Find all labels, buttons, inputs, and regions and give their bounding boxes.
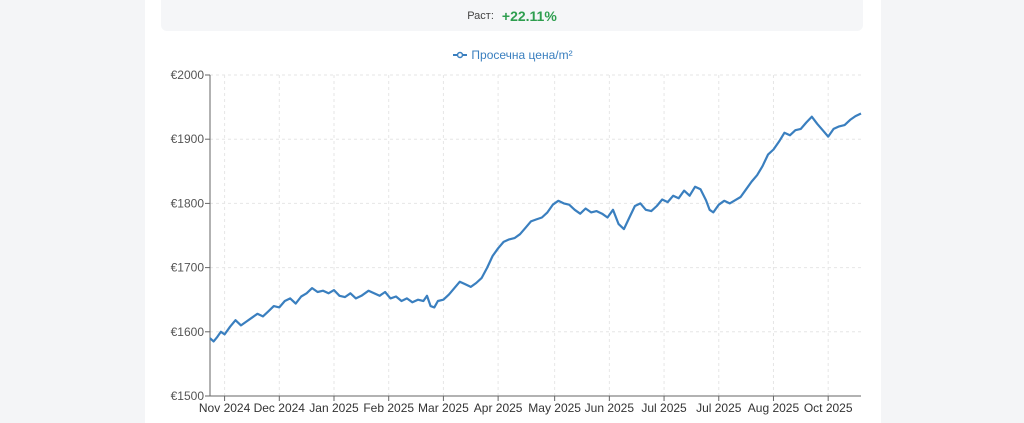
chart-legend[interactable]: Просечна цена/m² [145,48,881,62]
x-tick-label: May 2025 [528,401,581,415]
y-tick-label: €1900 [171,132,205,146]
x-tick-label: Dec 2024 [254,401,306,415]
x-tick-label: Aug 2025 [748,401,800,415]
legend-label: Просечна цена/m² [471,48,573,62]
growth-stat: Раст: +22.11% [161,0,863,31]
y-tick-label: €1600 [171,325,205,339]
legend-line-marker-icon [453,51,468,59]
x-tick-label: Apr 2025 [474,401,523,415]
y-tick-label: €1800 [171,196,205,210]
chart-card: Раст: +22.11% Просечна цена/m² €2000 €190… [145,0,881,423]
x-tick-label: Jan 2025 [309,401,359,415]
x-tick-label: Jun 2025 [585,401,635,415]
x-tick-label: Feb 2025 [363,401,414,415]
growth-label: Раст: [467,9,494,22]
y-tick-label: €2000 [171,68,205,82]
y-tick-label: €1500 [171,389,205,403]
x-tick-label: Nov 2024 [199,401,251,415]
series-line-avg-price [209,112,862,343]
x-tick-label: Mar 2025 [418,401,469,415]
x-tick-label: Oct 2025 [804,401,853,415]
growth-value: +22.11% [501,7,557,24]
x-tick-label: Jul 2025 [641,401,687,415]
y-tick-label: €1700 [171,261,205,275]
x-tick-label: Jul 2025 [696,401,742,415]
